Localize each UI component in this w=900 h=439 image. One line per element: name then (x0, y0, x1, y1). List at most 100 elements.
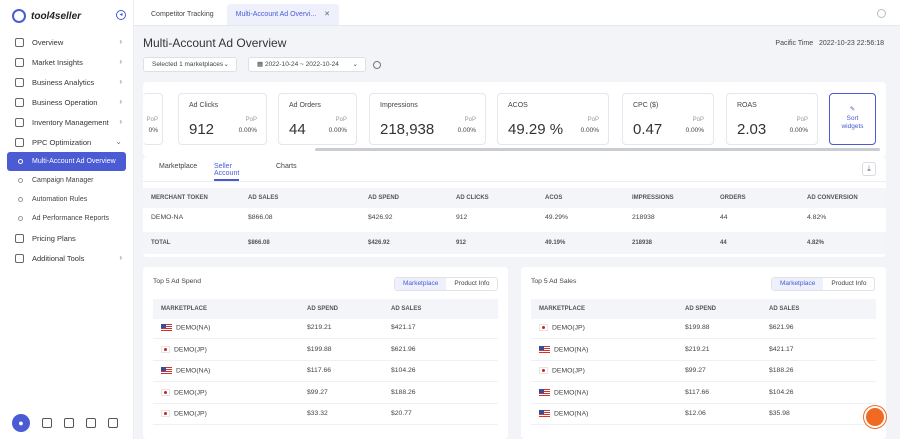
sidebar-subitem-ad-reports[interactable]: Ad Performance Reports (0, 209, 133, 228)
chevron-down-icon: ⌄ (115, 137, 122, 146)
sidebar-item-label: Market Insights (32, 57, 83, 67)
mobile-icon[interactable] (108, 418, 118, 428)
marketplace-name: DEMO(NA) (554, 345, 589, 353)
cell-spend: $219.21 (685, 345, 710, 353)
us-flag-icon (539, 345, 550, 353)
row-divider (153, 381, 498, 382)
cell-merchant: DEMO-NA (151, 214, 184, 221)
time-display: Pacific Time 2022-10-23 22:56:18 (775, 40, 884, 47)
column-header[interactable]: AD CLICKS (456, 195, 489, 201)
chevron-right-icon: › (119, 37, 122, 46)
mail-icon[interactable] (42, 418, 52, 428)
dot-icon (18, 197, 23, 202)
total-ad-sales: $866.08 (248, 240, 270, 246)
kpi-pop-label: PoP (335, 117, 347, 123)
kpi-label: Impressions (380, 102, 418, 109)
sidebar-item-inventory[interactable]: Inventory Management › (0, 112, 133, 132)
cell-spend: $199.88 (307, 345, 332, 353)
kpi-value: 44 (289, 121, 306, 138)
marketplace-select[interactable]: Selected 1 marketplaces ⌄ (143, 57, 237, 72)
sidebar-subitem-campaign-manager[interactable]: Campaign Manager (0, 171, 133, 190)
total-ad-spend: $426.92 (368, 240, 390, 246)
column-header[interactable]: ACOS (545, 195, 563, 201)
tab-marketplace[interactable]: Marketplace (159, 163, 198, 170)
column-header[interactable]: AD SPEND (368, 195, 400, 201)
collapse-sidebar-icon[interactable]: ◂ (116, 10, 126, 20)
toggle-product-info[interactable]: Product Info (831, 280, 867, 287)
toggle-marketplace[interactable]: Marketplace (395, 278, 447, 290)
date-range-picker[interactable]: ▦ 2022-10-24 ~ 2022-10-24 ⌄ (248, 57, 366, 72)
info-icon[interactable] (373, 61, 381, 69)
column-header: MARKETPLACE (539, 306, 585, 312)
kpi-pop-value: 0.00% (328, 127, 347, 134)
jp-flag-icon (161, 345, 170, 353)
sidebar-item-business-operation[interactable]: Business Operation › (0, 92, 133, 112)
kpi-scrollbar[interactable] (315, 148, 880, 151)
marketplace-name: DEMO(JP) (174, 410, 207, 418)
sidebar-item-additional-tools[interactable]: Additional Tools › (0, 248, 133, 268)
top5-ad-spend-card (143, 267, 508, 439)
column-header[interactable]: AD SALES (248, 195, 279, 201)
cell-sales: $621.96 (391, 345, 416, 353)
us-flag-icon (161, 324, 172, 331)
row-divider (531, 359, 876, 361)
kpi-pop-value: 0.00% (238, 127, 257, 134)
marketplace-name: DEMO(NA) (176, 324, 211, 332)
app-name: tool4seller (31, 10, 82, 22)
sidebar-item-pricing[interactable]: Pricing Plans (0, 228, 133, 248)
cell-spend: $12.06 (685, 410, 706, 417)
settings-icon[interactable] (877, 9, 886, 18)
kpi-card-acos: ACOS 49.29 % PoP 0.00% (497, 93, 609, 145)
kpi-card-ad-orders: Ad Orders 44 PoP 0.00% (278, 93, 357, 145)
tab-seller-account[interactable]: Seller Account (214, 163, 239, 181)
kpi-card-partial: PoP 0% (143, 93, 163, 145)
toggle-product-info[interactable]: Product Info (454, 280, 490, 287)
user-avatar-icon[interactable]: ● (12, 414, 30, 432)
row-divider (153, 402, 498, 404)
column-header[interactable]: AD CONVERSION (807, 195, 858, 201)
cell-ad-spend: $426.92 (368, 214, 393, 221)
export-download-icon[interactable]: ⤓ (862, 162, 876, 176)
us-flag-icon (161, 367, 172, 374)
kpi-card-impressions: Impressions 218,938 PoP 0.00% (369, 93, 486, 145)
kpi-pop-value: 0.00% (457, 127, 476, 134)
total-ad-clicks: 912 (456, 240, 467, 246)
cell-sales: $421.17 (391, 324, 416, 331)
sidebar-item-label: Additional Tools (32, 253, 85, 263)
kpi-card-ad-clicks: Ad Clicks 912 PoP 0.00% (178, 93, 267, 145)
marketplace-select-value: Selected 1 marketplaces (152, 61, 224, 68)
row-divider (531, 381, 876, 382)
logo[interactable]: tool4seller (12, 9, 81, 23)
kpi-pop-label: PoP (587, 117, 599, 123)
download-icon[interactable] (64, 418, 74, 428)
column-header[interactable]: ORDERS (720, 195, 746, 201)
cell-spend: $199.88 (685, 324, 710, 331)
tab-competitor-tracking[interactable]: Competitor Tracking (142, 4, 223, 25)
sidebar-subitem-automation-rules[interactable]: Automation Rules (0, 190, 133, 209)
sidebar-item-overview[interactable]: Overview › (0, 32, 133, 52)
column-header[interactable]: MERCHANT TOKEN (151, 195, 208, 201)
kpi-pop-value: 0% (148, 127, 158, 134)
tab-label: Multi-Account Ad Overvi... (235, 11, 317, 18)
cell-marketplace: DEMO(NA) (539, 410, 588, 417)
sidebar-item-business-analytics[interactable]: Business Analytics › (0, 72, 133, 92)
cell-impressions: 218938 (632, 214, 655, 221)
column-header[interactable]: IMPRESSIONS (632, 195, 674, 201)
sidebar-item-market-insights[interactable]: Market Insights › (0, 52, 133, 72)
tab-charts[interactable]: Charts (276, 163, 297, 170)
kpi-value: 49.29 % (508, 121, 564, 138)
sort-widgets-button[interactable]: ✎ Sort widgets (829, 93, 876, 145)
kpi-label: CPC ($) (633, 102, 659, 109)
tabs-divider (143, 181, 886, 182)
cell-conversion: 4.82% (807, 214, 827, 221)
sidebar-item-label: Business Analytics (32, 77, 95, 87)
chat-support-icon[interactable] (864, 406, 886, 428)
tab-multi-account[interactable]: Multi-Account Ad Overvi... ✕ (226, 4, 340, 25)
time-value: 2022-10-23 22:56:18 (819, 40, 884, 47)
close-icon[interactable]: ✕ (324, 11, 331, 18)
toggle-marketplace[interactable]: Marketplace (772, 278, 824, 290)
document-icon[interactable] (86, 418, 96, 428)
cart-icon (15, 233, 24, 243)
sidebar-item-ppc[interactable]: PPC Optimization ⌄ (0, 132, 133, 152)
sidebar-subitem-multi-account[interactable]: Multi-Account Ad Overview (7, 152, 126, 171)
